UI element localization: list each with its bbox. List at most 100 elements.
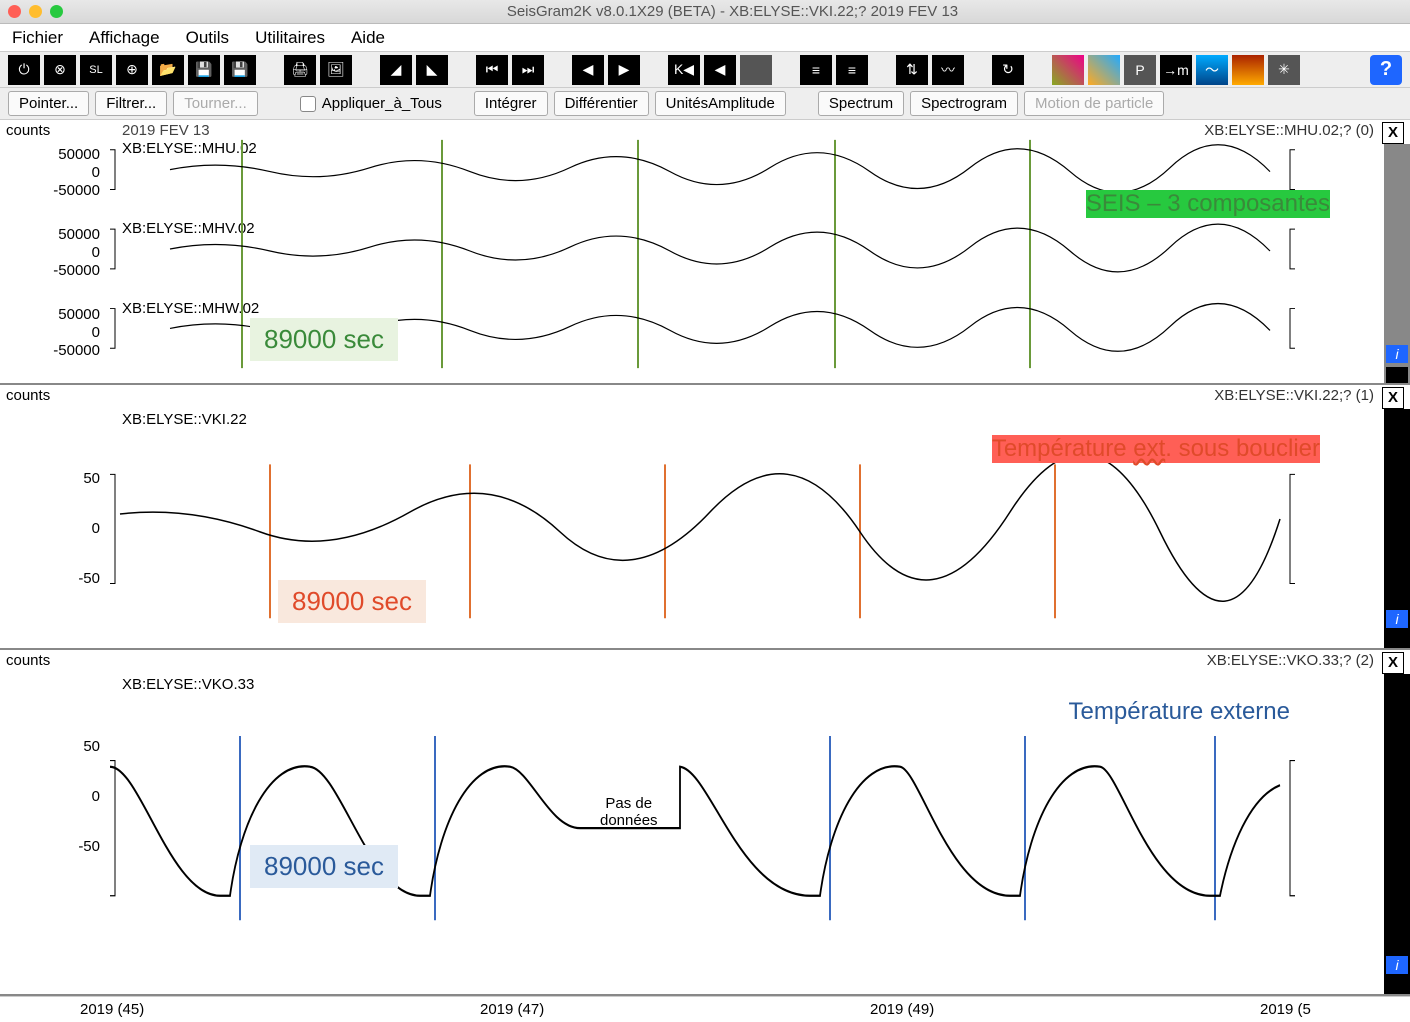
zoomin-icon[interactable]: ◣: [416, 55, 448, 85]
globe-icon[interactable]: ⊕: [116, 55, 148, 85]
panel-temp-shield: counts XB:ELYSE::VKI.22;? (1) X i XB:ELY…: [0, 385, 1410, 650]
integrer-button[interactable]: Intégrer: [474, 91, 548, 116]
panel1-info-icon[interactable]: i: [1386, 345, 1408, 363]
panel1-annot-title: SEIS – 3 composantes: [1086, 190, 1330, 218]
sl-icon[interactable]: SL: [80, 55, 112, 85]
power-icon[interactable]: ⏻: [8, 55, 40, 85]
unites-button[interactable]: UnitésAmplitude: [655, 91, 786, 116]
x-axis: 2019 (45) 2019 (47) 2019 (49) 2019 (5: [0, 996, 1410, 1022]
m-icon[interactable]: →m: [1160, 55, 1192, 85]
pointer-button[interactable]: Pointer...: [8, 91, 89, 116]
star-icon[interactable]: ✳: [1268, 55, 1300, 85]
zoomout-icon[interactable]: ◢: [380, 55, 412, 85]
panel3-ylabel: counts: [6, 652, 50, 669]
spectrum-button[interactable]: Spectrum: [818, 91, 904, 116]
panel1-stack-icon[interactable]: [1386, 367, 1408, 383]
toolbar-icons: ⏻ ⊗ SL ⊕ 📂 💾 💾 🖨 🖼 ◢ ◣ ⏮ ⏭ ◀ ▶ K◀ ◀ ≡ ≡ …: [0, 52, 1410, 88]
xt3: 2019 (5: [1260, 1001, 1311, 1018]
panel1-close-icon[interactable]: X: [1382, 122, 1404, 144]
close-icon[interactable]: [8, 5, 21, 18]
open-icon[interactable]: 📂: [152, 55, 184, 85]
nav-gap-icon[interactable]: [740, 55, 772, 85]
filtrer-button[interactable]: Filtrer...: [95, 91, 167, 116]
xt2: 2019 (49): [870, 1001, 934, 1018]
menu-affichage[interactable]: Affichage: [89, 28, 160, 48]
save2-icon[interactable]: 💾: [224, 55, 256, 85]
heat-icon[interactable]: [1232, 55, 1264, 85]
ch1-yt0: 50000: [0, 146, 100, 163]
appliquer-checkbox[interactable]: [300, 96, 316, 112]
motion-button[interactable]: Motion de particle: [1024, 91, 1164, 116]
ch3-yt2: -50000: [0, 342, 100, 359]
palette-icon[interactable]: [1088, 55, 1120, 85]
menu-bar: Fichier Affichage Outils Utilitaires Aid…: [0, 24, 1410, 52]
ch2-yt2: -50000: [0, 262, 100, 279]
panel-seis: counts XB:ELYSE::MHU.02;? (0) X i 2019 F…: [0, 120, 1410, 385]
ch2-yt0: 50000: [0, 226, 100, 243]
image-icon[interactable]: 🖼: [320, 55, 352, 85]
tool-c-icon[interactable]: ⇅: [896, 55, 928, 85]
first-icon[interactable]: K◀: [668, 55, 700, 85]
save-icon[interactable]: 💾: [188, 55, 220, 85]
panel2-info-icon[interactable]: i: [1386, 610, 1408, 628]
ch1-yt2: -50000: [0, 182, 100, 199]
skip-start-icon[interactable]: ⏮: [476, 55, 508, 85]
appliquer-label: Appliquer_à_Tous: [322, 95, 442, 112]
title-bar: SeisGram2K v8.0.1X29 (BETA) - XB:ELYSE::…: [0, 0, 1410, 24]
panel3-annot-box: 89000 sec: [250, 845, 398, 888]
ch2-yt1: 0: [0, 244, 100, 261]
back-icon[interactable]: ◀: [704, 55, 736, 85]
panel1-ylabel: counts: [6, 122, 50, 139]
tourner-button[interactable]: Tourner...: [173, 91, 258, 116]
next-icon[interactable]: ▶: [608, 55, 640, 85]
differentier-button[interactable]: Différentier: [554, 91, 649, 116]
p3-yt2: -50: [0, 838, 100, 855]
ch3-yt0: 50000: [0, 306, 100, 323]
xt0: 2019 (45): [80, 1001, 144, 1018]
traffic-lights: [8, 5, 63, 18]
refresh-icon[interactable]: ↻: [992, 55, 1024, 85]
skip-end-icon[interactable]: ⏭: [512, 55, 544, 85]
menu-fichier[interactable]: Fichier: [12, 28, 63, 48]
panel3-info-icon[interactable]: i: [1386, 956, 1408, 974]
p3-yt0: 50: [0, 738, 100, 755]
menu-aide[interactable]: Aide: [351, 28, 385, 48]
panel2-ylabel: counts: [6, 387, 50, 404]
maximize-icon[interactable]: [50, 5, 63, 18]
panels: counts XB:ELYSE::MHU.02;? (0) X i 2019 F…: [0, 120, 1410, 1022]
panel-temp-ext: counts XB:ELYSE::VKO.33;? (2) X i XB:ELY…: [0, 650, 1410, 996]
p2-yt2: -50: [0, 570, 100, 587]
xt1: 2019 (47): [480, 1001, 544, 1018]
panel1-annot-box: 89000 sec: [250, 318, 398, 361]
p2-yt0: 50: [0, 470, 100, 487]
menu-outils[interactable]: Outils: [186, 28, 229, 48]
tool-d-icon[interactable]: 〰: [932, 55, 964, 85]
panel2-close-icon[interactable]: X: [1382, 387, 1404, 409]
p-icon[interactable]: P: [1124, 55, 1156, 85]
panel3-close-icon[interactable]: X: [1382, 652, 1404, 674]
menu-utilitaires[interactable]: Utilitaires: [255, 28, 325, 48]
minimize-icon[interactable]: [29, 5, 42, 18]
close2-icon[interactable]: ⊗: [44, 55, 76, 85]
panel3-stack-icon[interactable]: [1386, 978, 1408, 994]
prev-icon[interactable]: ◀: [572, 55, 604, 85]
panel2-stack-icon[interactable]: [1386, 632, 1408, 648]
toolbar-buttons: Pointer... Filtrer... Tourner... Appliqu…: [0, 88, 1410, 120]
panel3-annot-title: Température externe: [1069, 698, 1290, 726]
spectrogram-button[interactable]: Spectrogram: [910, 91, 1018, 116]
no-data-label: Pas dedonnées: [600, 795, 658, 829]
wave-icon[interactable]: 〜: [1196, 55, 1228, 85]
ch1-yt1: 0: [0, 164, 100, 181]
panel3-scrollbar[interactable]: [1384, 674, 1410, 994]
p2-yt1: 0: [0, 520, 100, 537]
p3-yt1: 0: [0, 788, 100, 805]
panel2-annot-box: 89000 sec: [278, 580, 426, 623]
print-icon[interactable]: 🖨: [284, 55, 316, 85]
tool-a-icon[interactable]: ≡: [800, 55, 832, 85]
help-icon[interactable]: ?: [1370, 55, 1402, 85]
window-title: SeisGram2K v8.0.1X29 (BETA) - XB:ELYSE::…: [63, 3, 1402, 20]
tool-b-icon[interactable]: ≡: [836, 55, 868, 85]
spectrum-icon[interactable]: [1052, 55, 1084, 85]
ch3-yt1: 0: [0, 324, 100, 341]
panel2-annot-title: Température ext. sous bouclier: [992, 435, 1320, 463]
